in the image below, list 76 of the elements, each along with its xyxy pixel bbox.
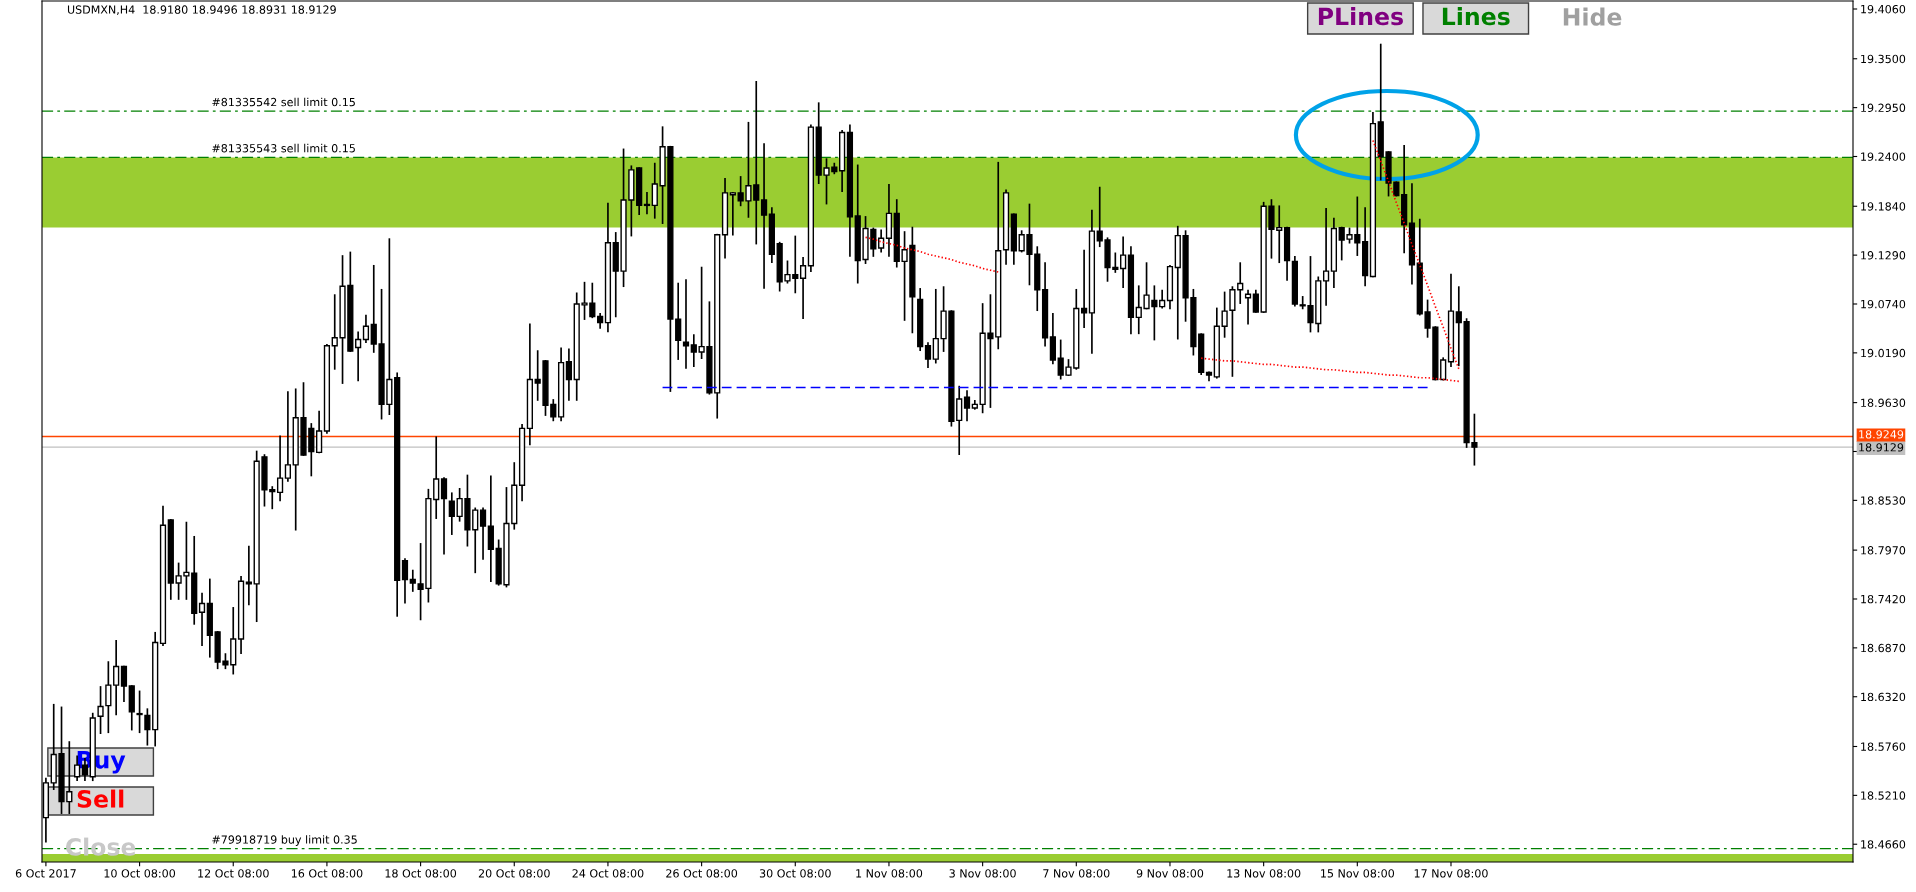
y-tick-label: 18.4660 [1861, 840, 1906, 849]
candlestick [1322, 208, 1330, 306]
x-tick-label: 1 Nov 08:00 [856, 869, 923, 878]
y-tick-label: 18.5210 [1861, 791, 1906, 800]
candlestick [487, 475, 494, 583]
y-tick-label: 19.1290 [1861, 251, 1906, 260]
ref-line-label: 18.9129 [1859, 443, 1904, 452]
ref-line-label: #81335543 sell limit 0.15 [212, 143, 355, 153]
y-tick-label: 18.7420 [1861, 594, 1906, 604]
y-tick-label: 18.8530 [1861, 496, 1906, 505]
annotation: Hide [1563, 7, 1622, 26]
candlestick [963, 390, 971, 422]
annotation: Lines [1442, 7, 1510, 26]
candlestick [245, 545, 252, 606]
candlestick [760, 143, 768, 289]
x-tick-label: 12 Oct 08:00 [198, 869, 269, 878]
candlestick [440, 477, 448, 555]
candlestick [1252, 289, 1259, 313]
x-tick-label: 10 Oct 08:00 [104, 869, 176, 878]
candlestick [1049, 312, 1056, 365]
candlestick [136, 690, 143, 734]
x-tick-label: 6 Oct 2017 [15, 869, 76, 878]
x-tick-label: 17 Nov 08:00 [1414, 869, 1488, 878]
y-tick-label: 18.9630 [1861, 398, 1906, 407]
y-tick-label: 18.6870 [1861, 643, 1906, 653]
candlestick [1080, 249, 1088, 328]
y-tick-label: 18.7970 [1861, 546, 1906, 555]
candlestick [643, 192, 651, 215]
x-tick-label: 7 Nov 08:00 [1043, 869, 1110, 878]
y-tick-label: 19.4060 [1861, 4, 1906, 14]
ref-line-label: 18.9249 [1859, 430, 1904, 439]
candlestick [362, 314, 370, 344]
candlestick [479, 507, 487, 560]
candlestick [276, 435, 284, 502]
ref-line-label: #81335542 sell limit 0.15 [212, 97, 355, 107]
x-tick-label: 20 Oct 08:00 [478, 869, 550, 878]
x-tick-label: 9 Nov 08:00 [1136, 869, 1204, 878]
chart-title: USDMXN,H4 18.9180 18.9496 18.8931 18.9129 [67, 5, 336, 15]
x-tick-label: 15 Nov 08:00 [1321, 869, 1395, 878]
x-tick-label: 3 Nov 08:00 [949, 869, 1016, 878]
y-tick-label: 18.5760 [1861, 742, 1906, 751]
line-series [1372, 139, 1460, 370]
annotation: Sell [77, 789, 124, 808]
candlestick [120, 665, 128, 703]
y-tick-label: 19.1840 [1861, 202, 1906, 211]
y-tick-label: 19.2400 [1861, 152, 1906, 161]
candlestick [729, 192, 736, 236]
candlestick [448, 492, 455, 535]
candlestick [105, 661, 112, 734]
candlestick [401, 558, 409, 604]
y-tick-label: 18.6320 [1861, 692, 1906, 702]
candlestick [144, 708, 151, 746]
candlestick [565, 348, 573, 401]
line-series [1200, 357, 1460, 383]
ref-line-label: #79918719 buy limit 0.35 [212, 835, 357, 846]
y-tick-label: 19.3500 [1861, 54, 1906, 64]
candlestick [1120, 236, 1127, 288]
annotation: PLines [1318, 7, 1403, 26]
candlestick [113, 639, 120, 716]
candlestick [198, 592, 206, 647]
y-tick-label: 19.0740 [1861, 299, 1906, 309]
candlestick [355, 331, 362, 382]
candlestick [284, 391, 292, 482]
x-tick-label: 16 Oct 08:00 [291, 869, 363, 878]
x-tick-label: 13 Nov 08:00 [1227, 869, 1301, 878]
candlestick [878, 229, 885, 253]
y-tick-label: 19.0190 [1861, 348, 1906, 358]
y-tick-label: 19.2950 [1861, 103, 1906, 112]
candlestick [97, 686, 104, 734]
x-tick-label: 24 Oct 08:00 [572, 869, 644, 878]
x-tick-label: 26 Oct 08:00 [666, 869, 738, 878]
candlestick [315, 410, 323, 454]
candlestick [799, 256, 807, 320]
x-tick-label: 30 Oct 08:00 [759, 869, 831, 878]
x-tick-label: 18 Oct 08:00 [385, 869, 457, 878]
candlestick [924, 342, 932, 368]
